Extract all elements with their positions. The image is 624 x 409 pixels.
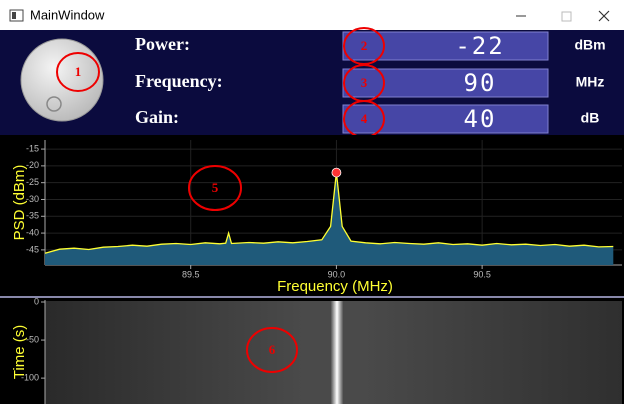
y-tick-label: 0 (34, 296, 39, 306)
readout-box (343, 32, 548, 60)
annotation-number: 1 (75, 64, 82, 79)
peak-marker (332, 168, 341, 177)
y-tick-label: -45 (26, 244, 39, 254)
annotation-number: 2 (361, 38, 368, 53)
main-window: MainWindow 1 Power: -22 dBm 2 Frequency: 90 MH… (0, 0, 624, 404)
readout-value: -22 (455, 32, 504, 60)
annotation-number: 5 (212, 180, 219, 195)
readout-label: Power: (135, 34, 190, 54)
x-axis-label: Frequency (MHz) (277, 278, 393, 295)
x-tick-label: 90.5 (473, 269, 491, 279)
x-tick-label: 89.5 (182, 269, 200, 279)
readout-unit: MHz (576, 74, 605, 90)
annotation-number: 3 (361, 75, 368, 90)
readout-label: Frequency: (135, 71, 223, 91)
y-axis-label: Time (s) (11, 325, 28, 379)
readout-unit: dBm (574, 37, 605, 53)
y-tick-label: -15 (26, 143, 39, 153)
window-title: MainWindow (30, 7, 105, 22)
y-axis-label: PSD (dBm) (11, 165, 28, 241)
waterfall-signal (331, 301, 343, 404)
annotation-number: 6 (269, 342, 276, 357)
readout-label: Gain: (135, 107, 179, 127)
readout-box (343, 69, 548, 97)
annotation-number: 4 (361, 111, 368, 126)
readout-value: 40 (464, 105, 497, 133)
readout-unit: dB (581, 110, 600, 126)
readout-value: 90 (464, 69, 497, 97)
app-icon-fill (12, 12, 16, 19)
readout-box (343, 105, 548, 133)
knob[interactable] (21, 39, 103, 121)
